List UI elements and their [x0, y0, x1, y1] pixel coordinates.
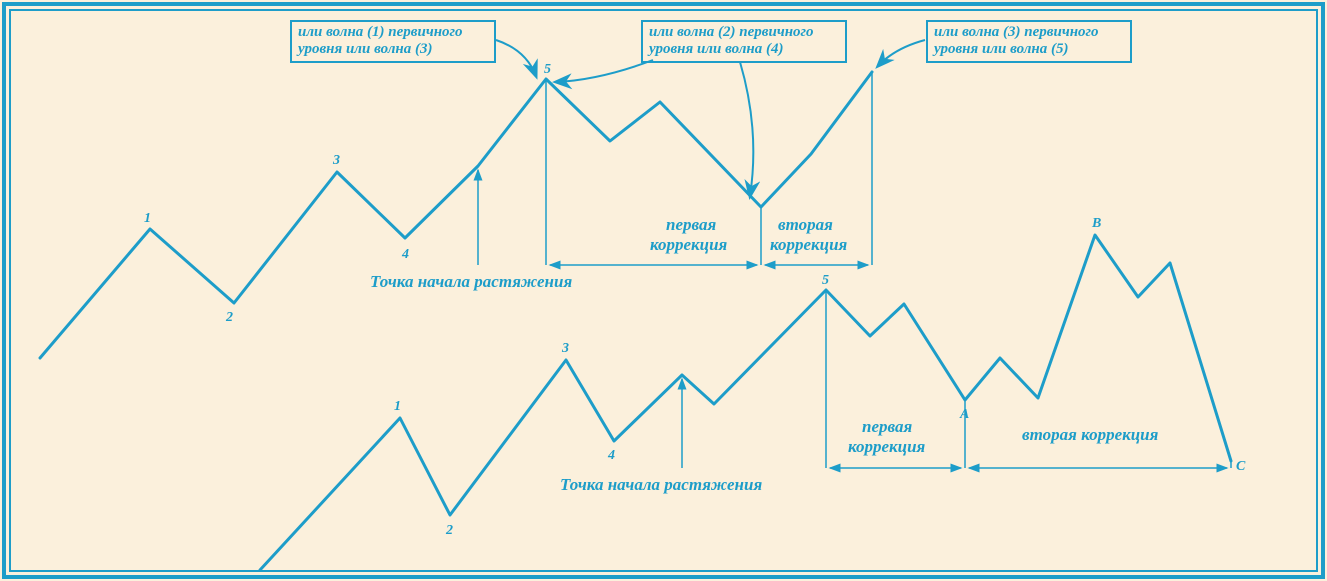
svg-text:вторая: вторая: [778, 215, 833, 234]
svg-text:Точка начала растяжения: Точка начала растяжения: [560, 475, 762, 494]
svg-text:B: B: [1091, 216, 1101, 231]
svg-text:3: 3: [561, 341, 569, 356]
svg-text:1: 1: [394, 399, 401, 414]
svg-text:5: 5: [544, 62, 551, 77]
svg-text:Точка начала растяжения: Точка начала растяжения: [370, 272, 572, 291]
svg-text:коррекция: коррекция: [650, 235, 728, 254]
svg-text:2: 2: [445, 523, 453, 538]
svg-text:5: 5: [822, 273, 829, 288]
svg-text:A: A: [959, 407, 969, 422]
svg-text:C: C: [1236, 459, 1246, 474]
svg-text:3: 3: [332, 153, 340, 168]
svg-text:2: 2: [225, 310, 233, 325]
diagram-svg: 12345Точка начала растяженияперваякоррек…: [0, 0, 1327, 581]
svg-text:коррекция: коррекция: [770, 235, 848, 254]
diagram-canvas: или волна (1) первичного уровня или волн…: [0, 0, 1327, 581]
svg-text:первая: первая: [862, 417, 912, 436]
svg-text:вторая коррекция: вторая коррекция: [1022, 425, 1159, 444]
svg-text:1: 1: [144, 211, 151, 226]
svg-text:коррекция: коррекция: [848, 437, 926, 456]
svg-text:4: 4: [607, 448, 615, 463]
svg-text:4: 4: [401, 247, 409, 262]
svg-text:первая: первая: [666, 215, 716, 234]
